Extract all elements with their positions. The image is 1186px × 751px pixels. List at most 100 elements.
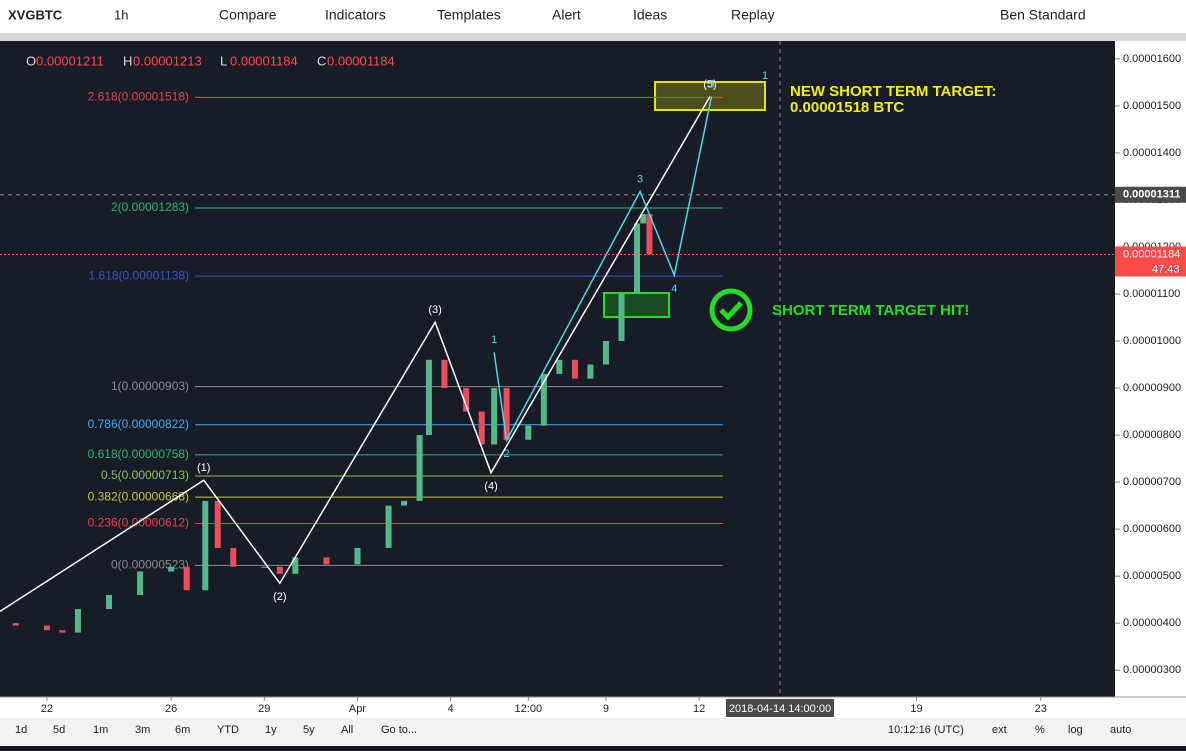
interval[interactable]: 1h (114, 7, 128, 22)
range-button[interactable]: 1m (93, 724, 108, 736)
candle (463, 388, 470, 412)
fib-label: 0(0.00000523) (111, 558, 189, 572)
y-tick-label: 0.00000600 (1123, 523, 1181, 535)
wave-label: (4) (484, 481, 497, 493)
goto-button[interactable]: Go to... (381, 724, 417, 736)
x-tick-label: Apr (349, 703, 366, 715)
x-tick-label: 22 (41, 703, 53, 715)
ohlc-key: C (317, 53, 326, 68)
ohlc-value: 0.00001211 (36, 53, 104, 68)
candle (74, 609, 81, 633)
annotation: SHORT TERM TARGET HIT! (772, 302, 969, 319)
option-button[interactable]: log (1068, 724, 1083, 736)
wave-label: 2 (504, 448, 510, 460)
range-button[interactable]: YTD (217, 724, 239, 736)
candle (640, 214, 647, 224)
range-button[interactable]: 5y (303, 724, 315, 736)
candle (183, 566, 190, 591)
ohlc-key: H (123, 53, 132, 68)
x-tick-label: 12:00 (515, 703, 543, 715)
toolbar-button[interactable]: Ideas (633, 7, 667, 23)
wave-line (493, 96, 713, 443)
candle (202, 500, 209, 591)
x-tick-label: 26 (165, 703, 177, 715)
wave-label: (1) (197, 462, 210, 474)
symbol[interactable]: XVGBTC (8, 7, 63, 22)
annotation: NEW SHORT TERM TARGET: (790, 83, 996, 100)
candle (587, 364, 594, 379)
range-button[interactable]: All (341, 724, 353, 736)
y-tick-label: 0.00000900 (1123, 382, 1181, 394)
wave-label: 1 (762, 70, 768, 82)
range-button[interactable]: 1d (15, 724, 27, 736)
candle (425, 359, 432, 436)
ohlc-value: 0.00001184 (230, 53, 298, 68)
fib-label: 0.618(0.00000758) (88, 447, 189, 461)
y-tick-label: 0.00001100 (1123, 288, 1180, 300)
toolbar-button[interactable]: Replay (731, 7, 775, 23)
clock: 10:12:16 (UTC) (888, 724, 964, 736)
annotation: 0.00001518 BTC (790, 99, 904, 116)
option-button[interactable]: % (1035, 724, 1045, 736)
y-tick-label: 0.00001600 (1123, 53, 1181, 65)
ohlc-key: O (26, 53, 36, 68)
candle (276, 566, 283, 574)
candle (556, 359, 563, 374)
toolbar-button[interactable]: Indicators (325, 7, 386, 23)
candle (323, 557, 330, 565)
candle (214, 500, 221, 548)
x-tick-label: 29 (258, 703, 270, 715)
wave-label: (5) (703, 78, 716, 90)
candle (571, 359, 578, 379)
toolbar-button[interactable]: Compare (219, 7, 277, 23)
y-tick-label: 0.00000300 (1123, 664, 1181, 676)
candle (416, 435, 423, 501)
hit-box (603, 292, 670, 318)
option-button[interactable]: auto (1110, 724, 1131, 736)
candle (230, 547, 237, 567)
wave-label: 4 (671, 283, 677, 295)
y-tick-label: 0.00001500 (1123, 100, 1181, 112)
time-axis (0, 697, 1115, 718)
candle (618, 293, 625, 342)
y-tick-label: 0.00001000 (1123, 335, 1181, 347)
candle (385, 505, 392, 548)
ohlc-value: 0.00001184 (327, 53, 395, 68)
last-price-box (1115, 246, 1186, 277)
range-button[interactable]: 5d (53, 724, 65, 736)
x-tick-label: 19 (910, 703, 922, 715)
toolbar-gap (0, 33, 1186, 41)
candle (43, 625, 50, 631)
candle (525, 425, 532, 440)
check-mark (719, 301, 743, 321)
toolbar-button[interactable]: Alert (552, 7, 581, 23)
toolbar (0, 0, 1186, 33)
candle (261, 566, 268, 568)
wave-label: 1 (491, 334, 497, 346)
y-tick-label: 0.00000800 (1123, 429, 1181, 441)
fib-label: 2.618(0.00001518) (88, 90, 189, 104)
crosshair-box (1115, 186, 1186, 203)
x-tick-label: 12 (693, 703, 705, 715)
range-button[interactable]: 6m (175, 724, 190, 736)
range-button[interactable]: 3m (135, 724, 150, 736)
user[interactable]: Ben Standard (1000, 7, 1086, 23)
wave-label: 5 (708, 78, 714, 90)
option-button[interactable]: ext (992, 724, 1007, 736)
fib-label: 0.5(0.00000713) (101, 468, 189, 482)
bottom-bar (0, 718, 1186, 746)
wave-line (0, 96, 711, 613)
candle (12, 623, 19, 626)
wave-label: (2) (273, 591, 286, 603)
y-tick-label: 0.00000400 (1123, 617, 1181, 629)
x-tick-label: 23 (1035, 703, 1047, 715)
candle (540, 373, 547, 426)
candle (503, 388, 510, 440)
candle (646, 214, 653, 255)
toolbar-button[interactable]: Templates (437, 7, 501, 23)
candle (478, 411, 485, 445)
y-tick-label: 0.00001400 (1123, 147, 1181, 159)
range-button[interactable]: 1y (265, 724, 277, 736)
